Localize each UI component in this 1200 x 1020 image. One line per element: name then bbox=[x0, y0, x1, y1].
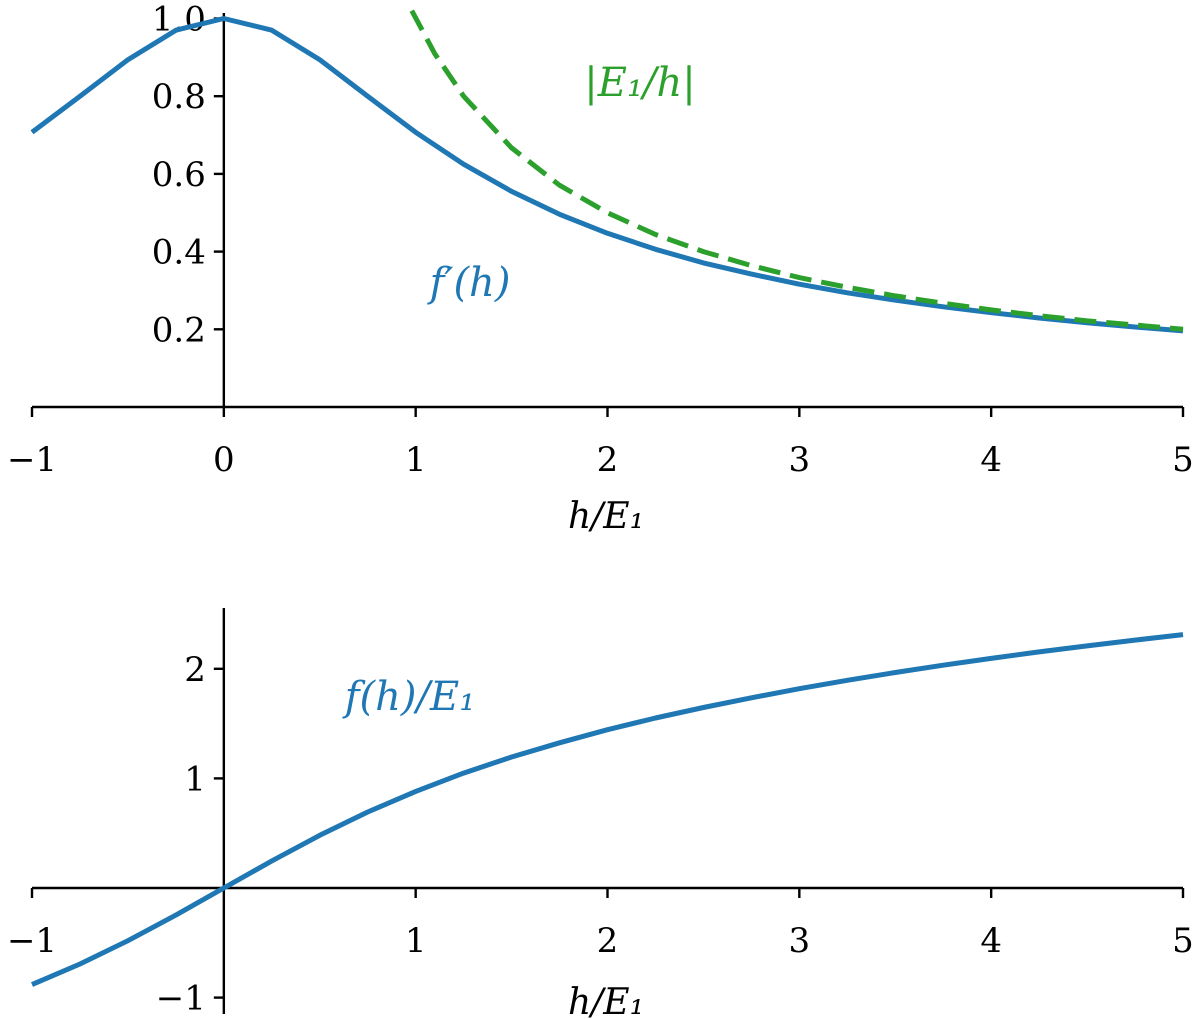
x-axis-label: h/E₁ bbox=[568, 982, 644, 1020]
series-line-1 bbox=[409, 9, 1184, 332]
top-panel: −1 0 1 2 3 4 5 0.2 0.4 0.6 0.8 1.0 f′(h) |E₁/h| h/E₁ bbox=[7, 0, 1194, 537]
x-axis-label: h/E₁ bbox=[568, 496, 644, 537]
y-tick-label: 0.6 bbox=[152, 155, 206, 195]
y-tick-label: 2 bbox=[184, 650, 206, 690]
x-tick-label: 2 bbox=[597, 921, 619, 961]
y-tick-label: 0.4 bbox=[152, 233, 206, 273]
x-tick-label: 2 bbox=[597, 440, 619, 480]
x-tick-label: 5 bbox=[1172, 440, 1194, 480]
y-tick-label: −1 bbox=[156, 979, 206, 1019]
series-label-0: f(h)/E₁ bbox=[342, 674, 476, 720]
x-tick-label: 3 bbox=[789, 921, 811, 961]
series-line-0 bbox=[30, 16, 1184, 334]
series-line-0 bbox=[31, 632, 1184, 987]
x-tick-label: 4 bbox=[980, 921, 1002, 961]
bottom-panel: −1 1 2 3 4 5 −1 1 2 f(h)/E₁ h/E₁ bbox=[7, 608, 1194, 1020]
y-tick-label: 1.0 bbox=[152, 0, 206, 40]
x-tick-label: 1 bbox=[405, 921, 427, 961]
x-tick-label: 0 bbox=[213, 440, 235, 480]
series-label-0: f′(h) bbox=[427, 260, 511, 306]
x-tick-label: 4 bbox=[980, 440, 1002, 480]
y-tick-label: 0.2 bbox=[152, 310, 206, 350]
x-tick-label: 1 bbox=[405, 440, 427, 480]
y-tick-label: 0.8 bbox=[152, 77, 206, 117]
x-tick-label: 3 bbox=[789, 440, 811, 480]
series-label-1: |E₁/h| bbox=[584, 60, 695, 106]
x-tick-label: 5 bbox=[1172, 921, 1194, 961]
x-tick-label: −1 bbox=[7, 921, 57, 961]
y-tick-label: 1 bbox=[184, 759, 206, 799]
x-tick-label: −1 bbox=[7, 440, 57, 480]
